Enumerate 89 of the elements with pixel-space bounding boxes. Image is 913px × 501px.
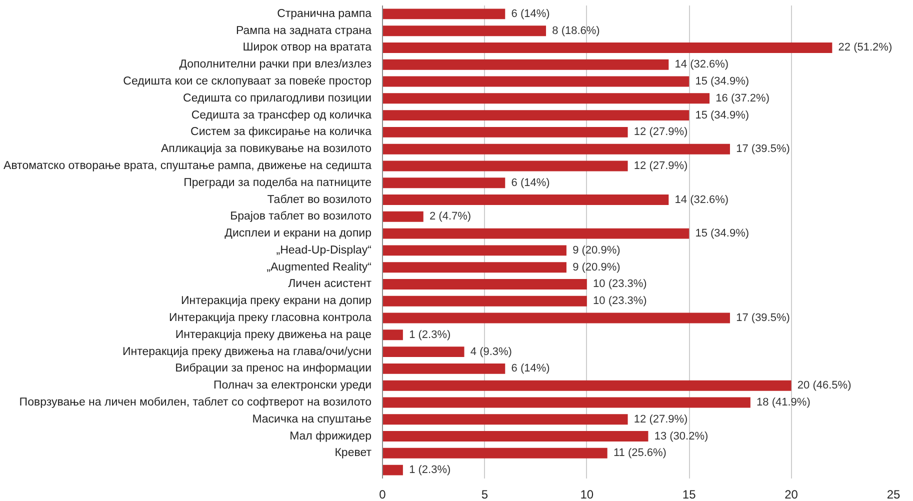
y-tick-label: Дополнителни рачки при влез/излез: [179, 58, 372, 71]
bar: [382, 296, 587, 306]
data-label: 4 (9.3%): [470, 346, 512, 358]
data-label: 1 (2.3%): [409, 464, 451, 476]
x-tick-label: 25: [886, 488, 900, 501]
bar: [382, 211, 424, 222]
bar: [382, 346, 464, 358]
data-label: 15 (34.9%): [695, 76, 750, 88]
data-label: 6 (14%): [511, 362, 550, 375]
bar: [382, 380, 792, 391]
bar: [382, 262, 566, 273]
bar: [382, 194, 669, 206]
bar: [382, 8, 506, 20]
data-label: 11 (25.6%): [613, 447, 666, 460]
y-tick-label: Мал фрижидер: [290, 430, 372, 442]
y-tick-label: Седишта кои се склопуваат за повеќе простор: [123, 76, 372, 88]
y-tick-label: Полнач за електронски уреди: [213, 380, 372, 392]
y-tick-label: Интеракција преку гласовна контрола: [169, 312, 372, 324]
y-tick-label: Интеракција преку движења на раце: [175, 328, 372, 341]
y-tick-label: Интеракција преку екрани на допир: [180, 295, 372, 308]
y-tick-label: Странична рампа: [277, 8, 372, 20]
data-label: 13 (30.2%): [654, 430, 708, 442]
data-label: 6 (14%): [511, 176, 550, 189]
bar: [382, 76, 690, 87]
y-tick-label: Седишта со прилагодливи позиции: [183, 92, 372, 104]
data-label: 17 (39.5%): [736, 312, 790, 324]
y-tick-label: Автоматско отворање врата, спуштање рампа, движење на седишта: [4, 160, 372, 172]
x-tick-label: 0: [379, 488, 386, 501]
y-tick-label: Седишта за трансфер од количка: [191, 109, 372, 122]
bar: [382, 228, 690, 239]
bar: [382, 397, 750, 408]
data-label: 9 (20.9%): [572, 261, 620, 274]
data-label: 15 (34.9%): [695, 109, 750, 122]
bar: [382, 110, 690, 121]
y-tick-label: Брајов таблет во возилото: [230, 210, 372, 223]
y-tick-label: Интеракција преку движења на глава/очи/усни: [122, 346, 372, 358]
x-tick-label: 20: [784, 488, 798, 501]
data-label: 12 (27.9%): [634, 160, 688, 172]
data-label: 10 (23.3%): [593, 278, 647, 290]
bar: [382, 278, 587, 290]
data-label: 2 (4.7%): [430, 210, 472, 223]
bar: [382, 363, 506, 374]
bar: [382, 245, 566, 256]
x-tick-label: 15: [682, 488, 696, 501]
data-label: 8 (18.6%): [552, 24, 600, 37]
bar: [382, 26, 546, 36]
data-label: 1 (2.3%): [409, 328, 451, 341]
bar: [382, 448, 608, 458]
y-tick-label: Рампа на задната страна: [236, 24, 372, 37]
y-tick-label: Апликација за повикување на возилото: [160, 143, 372, 156]
data-label: 10 (23.3%): [593, 295, 647, 308]
bar: [382, 414, 628, 425]
bar: [382, 160, 628, 172]
data-label: 14 (32.6%): [674, 194, 729, 206]
bar: [382, 144, 730, 154]
data-label: 15 (34.9%): [695, 228, 750, 240]
bar: [382, 42, 832, 53]
y-tick-label: Вибрации за пренос на информации: [175, 362, 372, 375]
y-tick-label: Личен асистент: [288, 278, 372, 290]
bar: [382, 330, 403, 340]
x-tick-label: 5: [481, 488, 488, 501]
data-label: 6 (14%): [511, 8, 550, 20]
bar: [382, 178, 506, 188]
x-tick-label: 10: [580, 488, 594, 501]
bar: [382, 126, 628, 138]
bar: [382, 93, 710, 104]
y-tick-label: Таблет во возилото: [267, 194, 372, 206]
data-label: 12 (27.9%): [634, 413, 688, 426]
data-label: 12 (27.9%): [634, 126, 688, 138]
y-tick-label: Систем за фиксирање на количка: [190, 126, 372, 138]
bar: [382, 431, 648, 442]
data-label: 9 (20.9%): [572, 244, 620, 256]
y-tick-label: Широк отвор на вратата: [242, 42, 372, 54]
data-label: 14 (32.6%): [674, 58, 729, 71]
data-label: 18 (41.9%): [756, 396, 810, 408]
y-tick-label: Прегради за поделба на патниците: [184, 176, 372, 189]
data-label: 16 (37.2%): [716, 92, 770, 104]
y-tick-label: Дисплеи и екрани на допир: [224, 228, 372, 240]
y-tick-label: „Head-Up-Display“: [276, 244, 372, 256]
y-tick-label: „Augmented Reality“: [266, 261, 372, 274]
data-label: 17 (39.5%): [736, 143, 790, 156]
bar: [382, 59, 669, 70]
data-label: 22 (51.2%): [838, 42, 892, 54]
bar: [382, 312, 730, 324]
bar: [382, 464, 403, 476]
y-tick-label: Кревет: [334, 447, 372, 460]
y-tick-label: Поврзување на личен мобилен, таблет со софтверот на возилото: [19, 396, 372, 408]
data-label: 20 (46.5%): [797, 380, 852, 392]
y-tick-label: Масичка на спуштање: [252, 413, 372, 426]
